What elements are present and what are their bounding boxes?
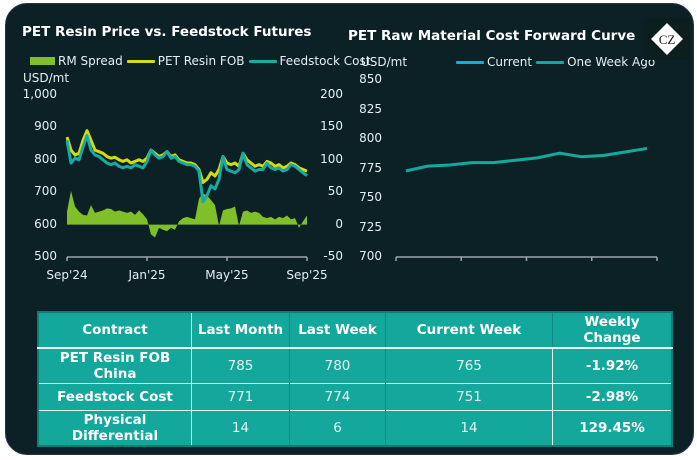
table-row: Feedstock Cost 771 774 751 -2.98%	[38, 383, 672, 411]
header-last-week: Last Week	[289, 312, 386, 349]
left-y-tick-label: 900	[34, 119, 57, 134]
left-y-tick-label: 600	[34, 216, 57, 231]
price-table: Contract Last Month Last Week Current We…	[37, 311, 673, 447]
legend-swatch-current	[456, 60, 484, 64]
one-week-ago-line	[405, 146, 648, 173]
x-tick-label: Jan'25	[128, 268, 166, 282]
pet-resin-fob-line	[65, 129, 308, 184]
row-name: Feedstock Cost	[38, 383, 192, 411]
x-tick-label: May'25	[205, 268, 249, 282]
header-current-week: Current Week	[385, 312, 553, 349]
cell-last-week: 774	[289, 383, 386, 411]
forward-curve-y-tick-label: 700	[359, 249, 382, 263]
right-y-tick-label: -50	[323, 249, 343, 263]
legend-swatch-feedstock-cost	[248, 59, 277, 63]
left-chart-legend: RM Spread PET Resin FOB Feedstock Cost	[30, 54, 370, 68]
cell-last-week: 780	[289, 347, 386, 384]
cz-diamond-logo-icon: CZ	[644, 18, 690, 60]
cell-current-week: 765	[385, 347, 553, 384]
x-tick-label: Sep'25	[286, 268, 328, 282]
left-y-tick-label: 500	[34, 249, 57, 263]
left-chart-title: PET Resin Price vs. Feedstock Futures	[22, 24, 312, 40]
legend-label-rm-spread: RM Spread	[58, 54, 123, 68]
cell-weekly-change: 129.45%	[552, 410, 672, 446]
cz-logo: CZ	[644, 18, 690, 60]
row-name: Physical Differential	[38, 410, 192, 446]
cell-last-month: 14	[191, 410, 290, 446]
right-chart-legend: Current One Week Ago	[452, 55, 655, 69]
cell-weekly-change: -1.92%	[552, 347, 672, 384]
table-row: Physical Differential 14 6 14 129.45%	[38, 410, 672, 446]
x-tick-label: Sep'24	[46, 268, 88, 282]
cell-last-month: 785	[191, 347, 290, 384]
row-name: PET Resin FOB China	[38, 347, 192, 384]
header-contract: Contract	[38, 312, 192, 349]
right-y-tick-label: 50	[327, 184, 343, 199]
cell-weekly-change: -2.98%	[552, 383, 672, 411]
legend-label-feedstock-cost: Feedstock Cost	[279, 54, 371, 68]
legend-swatch-pet-resin-fob	[126, 59, 155, 63]
legend-swatch-rm-spread	[30, 57, 55, 65]
left-y-tick-label: 1,000	[22, 87, 57, 101]
table-row: PET Resin FOB China 785 780 765 -1.92%	[38, 347, 672, 384]
header-weekly-change: Weekly Change	[552, 312, 672, 349]
right-chart-y-axis-label: USD/mt	[361, 55, 408, 69]
legend-label-pet-resin-fob: PET Resin FOB	[157, 54, 245, 68]
left-y-tick-label: 700	[34, 184, 57, 199]
forward-curve-y-tick-label: 775	[359, 160, 382, 175]
legend-label-one-week-ago: One Week Ago	[567, 55, 656, 69]
right-chart-title: PET Raw Material Cost Forward Curve	[348, 28, 636, 44]
right-y-tick-label: 200	[320, 87, 343, 101]
cell-last-week: 6	[289, 410, 386, 446]
header-last-month: Last Month	[191, 312, 290, 349]
cell-last-month: 771	[191, 383, 290, 411]
table-header-row: Contract Last Month Last Week Current We…	[38, 312, 672, 349]
forward-curve-y-tick-label: 725	[359, 219, 382, 234]
right-y-tick-label: 0	[335, 216, 343, 231]
right-y-tick-label: 100	[320, 151, 343, 166]
cell-current-week: 751	[385, 383, 553, 411]
cell-current-week: 14	[385, 410, 553, 446]
forward-curve-y-tick-label: 825	[359, 101, 382, 116]
legend-swatch-one-week-ago	[536, 60, 565, 64]
left-y-tick-label: 800	[34, 151, 57, 166]
feedstock-cost-line	[65, 134, 308, 204]
forward-curve-y-tick-label: 850	[359, 72, 382, 86]
legend-label-current: Current	[487, 55, 533, 69]
forward-curve-y-tick-label: 750	[359, 190, 382, 204]
left-chart-y-axis-label: USD/mt	[23, 71, 70, 85]
forward-curve-y-tick-label: 800	[359, 131, 382, 145]
rm-spread-area	[67, 190, 307, 238]
right-y-tick-label: 150	[320, 119, 343, 134]
logo-text: CZ	[659, 32, 676, 47]
